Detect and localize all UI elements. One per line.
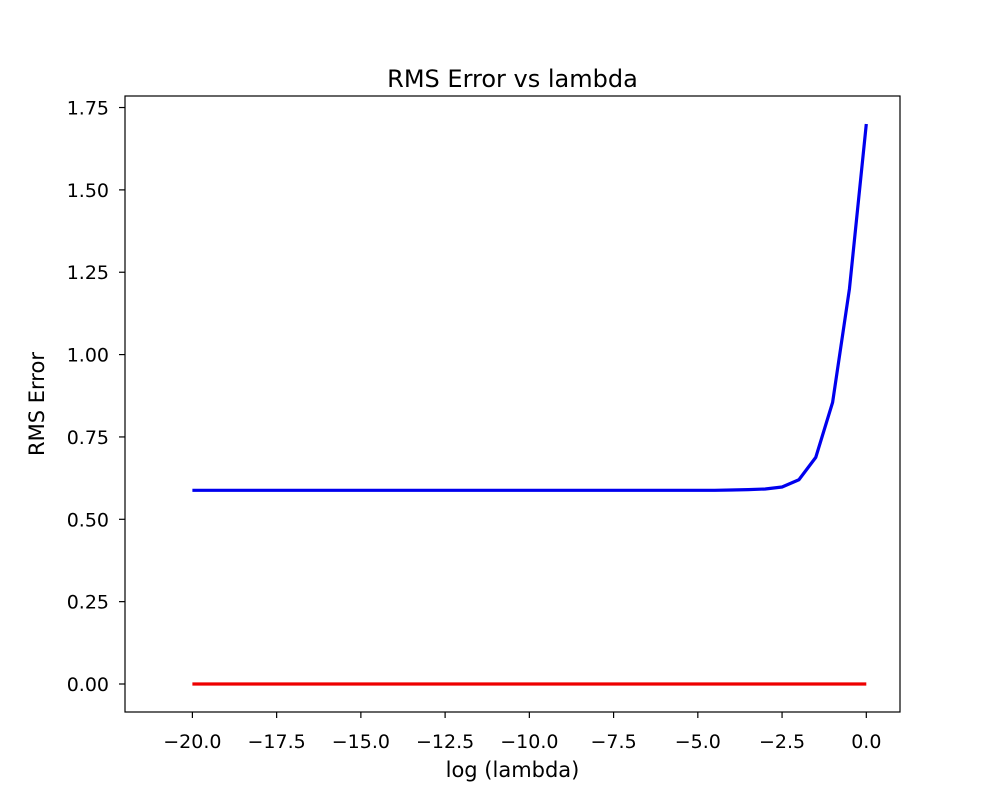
y-tick-label: 1.00 [67, 345, 109, 367]
series-line-1 [192, 123, 868, 492]
x-tick-label: −15.0 [332, 731, 390, 753]
x-tick-label: −7.5 [591, 731, 637, 753]
x-tick-label: −2.5 [759, 731, 805, 753]
y-axis-ticks: 0.00 0.25 0.50 0.75 1.00 1.25 1.50 1.75 [67, 98, 125, 696]
y-tick-label: 0.25 [67, 592, 109, 614]
x-tick-label: 0.0 [851, 731, 881, 753]
y-tick-label: 1.25 [67, 262, 109, 284]
plot-frame [124, 95, 901, 713]
x-axis-ticks: −20.0 −17.5 −15.0 −12.5 −10.0 −7.5 −5.0 −2.5 0.0 [163, 712, 881, 753]
y-tick-label: 1.50 [67, 180, 109, 202]
x-tick-label: −20.0 [163, 731, 221, 753]
y-tick-label: 0.00 [67, 674, 109, 696]
x-tick-label: −5.0 [675, 731, 721, 753]
x-tick-label: −17.5 [248, 731, 306, 753]
y-axis-label: RMS Error [25, 352, 49, 456]
x-tick-label: −10.0 [500, 731, 558, 753]
chart-title: RMS Error vs lambda [387, 65, 638, 93]
y-tick-label: 0.50 [67, 509, 109, 531]
plot-area [192, 123, 868, 686]
x-tick-label: −12.5 [416, 731, 474, 753]
y-tick-label: 1.75 [67, 98, 109, 120]
y-tick-label: 0.75 [67, 427, 109, 449]
x-axis-label: log (lambda) [446, 758, 580, 782]
